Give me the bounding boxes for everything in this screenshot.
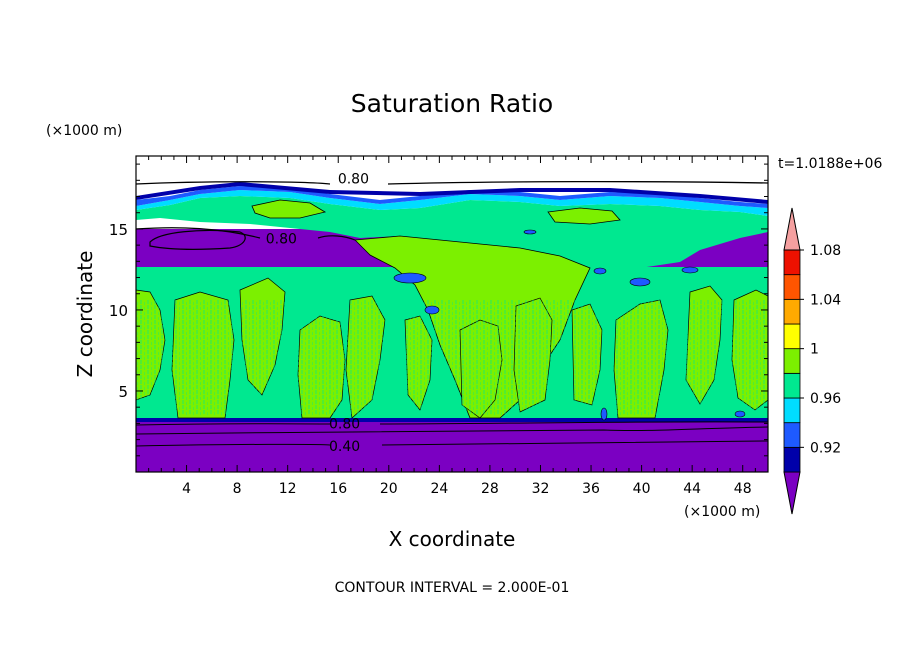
- colorbar-label: 0.92: [810, 440, 841, 456]
- contour-label: 0.80: [329, 416, 360, 432]
- lime-patch-upper-right: [547, 207, 621, 225]
- contour-line-top-080: [136, 180, 768, 185]
- colorbar-label: 1: [810, 342, 819, 358]
- band-bottom-low: [136, 421, 768, 472]
- contour-line-lower-080-b: [136, 426, 768, 435]
- speckle-texture: [136, 300, 768, 415]
- x-tick-label: 16: [329, 481, 347, 497]
- y-tick-label: 5: [118, 383, 128, 401]
- x-axis-label: X coordinate: [389, 527, 516, 551]
- contour-label: 0.40: [329, 439, 360, 455]
- colorbar-segment: [783, 348, 801, 374]
- colorbar-segment: [783, 372, 801, 399]
- chart-title: Saturation Ratio: [351, 89, 553, 118]
- colorbar-segment: [783, 323, 801, 350]
- y-tick-label: 10: [109, 302, 128, 320]
- blue-blobs: [393, 229, 746, 421]
- plot-area: 0.80 0.80 0.80 0.40: [136, 172, 768, 472]
- x-unit-label: (×1000 m): [684, 504, 760, 520]
- contour-line-lower-080-a: [136, 421, 768, 426]
- y-unit-label: (×1000 m): [46, 123, 122, 139]
- x-tick-label: 32: [532, 481, 550, 497]
- colorbar-segment: [783, 249, 801, 276]
- contour-line-lower-040: [136, 440, 768, 447]
- x-tick-label: 44: [683, 481, 701, 497]
- x-tick-label: 40: [633, 481, 651, 497]
- colorbar: 0.92 0.96 1 1.04 1.08: [783, 207, 841, 515]
- y-axis-label: Z coordinate: [73, 251, 97, 378]
- contour-labels: 0.80 0.80 0.80 0.40: [266, 172, 369, 455]
- contour-loop-upper-left: [149, 229, 246, 250]
- colorbar-segment: [783, 422, 801, 448]
- band-bottom-blue: [136, 417, 768, 422]
- dark-blue-edge-top: [136, 182, 768, 204]
- lime-patch-upper-left: [251, 199, 327, 219]
- colorbar-under-triangle: [783, 471, 801, 515]
- colorbar-over-triangle: [783, 207, 801, 251]
- colorbar-label: 0.96: [810, 391, 841, 407]
- colorbar-label: 1.08: [810, 243, 841, 259]
- x-tick-label: 20: [380, 481, 398, 497]
- y-axis: 5 10 15: [109, 163, 768, 457]
- x-tick-label: 8: [233, 481, 242, 497]
- colorbar-segment: [783, 298, 801, 325]
- x-axis: 4 8 12 16 20 24 28 32 36 40 44 48: [148, 156, 756, 497]
- x-tick-label: 4: [182, 481, 191, 497]
- x-tick-label: 28: [481, 481, 499, 497]
- colorbar-segment: [783, 397, 801, 424]
- y-tick-label: 15: [109, 221, 128, 239]
- x-tick-label: 36: [582, 481, 600, 497]
- time-label: t=1.0188e+06: [778, 156, 882, 172]
- x-tick-label: 48: [734, 481, 752, 497]
- contour-label: 0.80: [266, 232, 297, 248]
- contour-interval-footer: CONTOUR INTERVAL = 2.000E-01: [335, 580, 570, 596]
- cyan-fringe-top: [136, 190, 768, 216]
- colorbar-label: 1.04: [810, 292, 841, 308]
- x-tick-label: 24: [430, 481, 448, 497]
- colorbar-segment: [783, 274, 801, 300]
- colorbar-segment: [783, 446, 801, 473]
- contour-line-upper-080: [136, 227, 356, 241]
- contour-label: 0.80: [338, 172, 369, 188]
- blue-edge-top: [136, 186, 768, 208]
- x-tick-label: 12: [279, 481, 297, 497]
